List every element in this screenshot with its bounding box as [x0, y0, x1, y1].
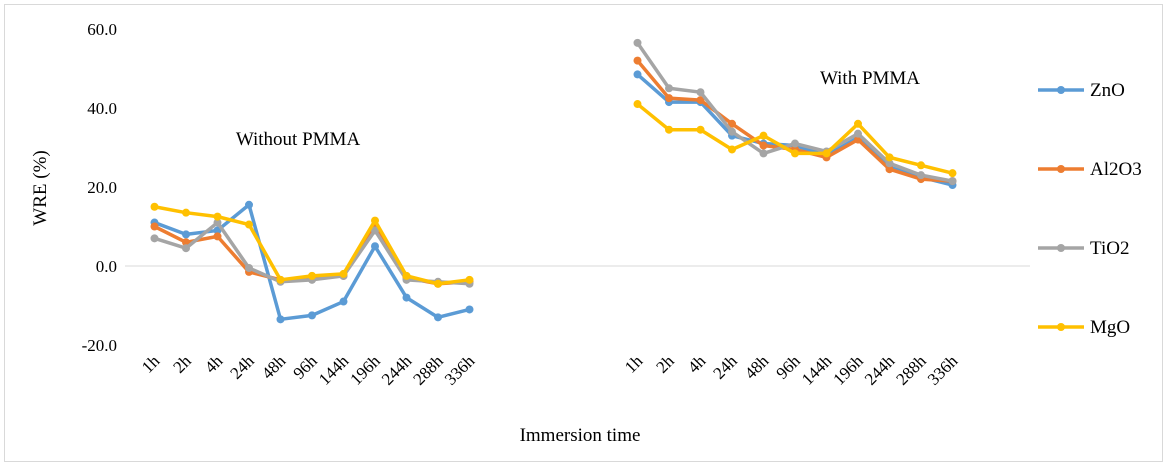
data-point-mgo — [665, 125, 673, 134]
data-point-al2o3 — [150, 222, 159, 231]
data-point-tio2 — [696, 88, 705, 97]
data-point-zno — [182, 230, 190, 239]
y-tick-label: 0.0 — [96, 257, 117, 276]
data-point-mgo — [182, 208, 190, 217]
data-point-tio2 — [854, 129, 862, 138]
data-point-mgo — [150, 202, 159, 211]
data-point-mgo — [791, 149, 799, 158]
data-point-mgo — [696, 125, 705, 134]
data-point-tio2 — [150, 234, 159, 243]
data-point-zno — [308, 311, 316, 320]
legend-swatch-marker — [1057, 323, 1065, 331]
data-point-mgo — [728, 145, 736, 154]
data-point-mgo — [917, 161, 925, 170]
legend-label: MgO — [1090, 317, 1130, 338]
legend-swatch-marker — [1057, 165, 1065, 173]
y-axis-ticks: 60.0 40.0 20.0 0.0 -20.0 — [82, 20, 117, 355]
data-point-tio2 — [213, 218, 222, 227]
group-label: Without PMMA — [236, 129, 361, 150]
data-point-al2o3 — [182, 238, 190, 247]
legend: ZnO Al2O3 TiO2 MgO — [1038, 80, 1142, 338]
data-point-tio2 — [245, 263, 253, 272]
data-point-mgo — [245, 220, 253, 229]
data-point-mgo — [854, 119, 862, 128]
data-point-zno — [434, 313, 442, 322]
data-point-tio2 — [791, 139, 799, 148]
data-point-mgo — [759, 131, 768, 140]
data-point-mgo — [402, 271, 411, 280]
y-tick-label: -20.0 — [82, 336, 117, 355]
data-point-al2o3 — [728, 119, 736, 128]
data-point-mgo — [948, 169, 957, 178]
data-point-al2o3 — [759, 141, 768, 150]
y-axis-title: WRE (%) — [30, 150, 51, 225]
data-point-zno — [276, 315, 285, 324]
data-point-al2o3 — [885, 165, 894, 174]
data-point-mgo — [434, 279, 442, 288]
data-point-zno — [245, 200, 253, 209]
data-point-tio2 — [759, 149, 768, 158]
legend-label: TiO2 — [1090, 238, 1129, 259]
data-point-al2o3 — [696, 96, 705, 105]
data-point-mgo — [213, 212, 222, 221]
data-point-mgo — [885, 153, 894, 162]
data-point-mgo — [465, 275, 474, 284]
data-point-mgo — [633, 100, 642, 109]
series-lines — [150, 38, 957, 324]
data-point-mgo — [371, 216, 379, 225]
legend-swatch-marker — [1057, 244, 1065, 252]
data-point-mgo — [822, 149, 831, 158]
data-point-al2o3 — [633, 56, 642, 65]
legend-swatch-marker — [1057, 86, 1065, 94]
data-point-mgo — [339, 269, 348, 278]
data-point-mgo — [308, 271, 316, 280]
data-point-tio2 — [885, 159, 894, 168]
data-point-al2o3 — [665, 94, 673, 103]
legend-label: Al2O3 — [1090, 159, 1142, 180]
y-tick-label: 20.0 — [87, 178, 117, 197]
data-point-mgo — [276, 275, 285, 284]
data-point-zno — [371, 242, 379, 251]
group-labels: Without PMMA With PMMA — [236, 68, 920, 150]
data-point-zno — [402, 293, 411, 302]
y-tick-label: 60.0 — [87, 20, 117, 39]
data-point-zno — [465, 305, 474, 314]
data-point-zno — [633, 70, 642, 79]
x-axis-title: Immersion time — [520, 425, 641, 446]
legend-label: ZnO — [1090, 80, 1125, 101]
data-point-tio2 — [948, 177, 957, 186]
data-point-tio2 — [728, 127, 736, 136]
data-point-tio2 — [917, 171, 925, 180]
data-point-al2o3 — [213, 232, 222, 241]
data-point-tio2 — [633, 38, 642, 47]
data-point-tio2 — [182, 244, 190, 253]
data-point-zno — [339, 297, 348, 306]
group-label: With PMMA — [820, 68, 920, 89]
y-tick-label: 40.0 — [87, 99, 117, 118]
data-point-tio2 — [371, 226, 379, 235]
data-point-tio2 — [665, 84, 673, 93]
